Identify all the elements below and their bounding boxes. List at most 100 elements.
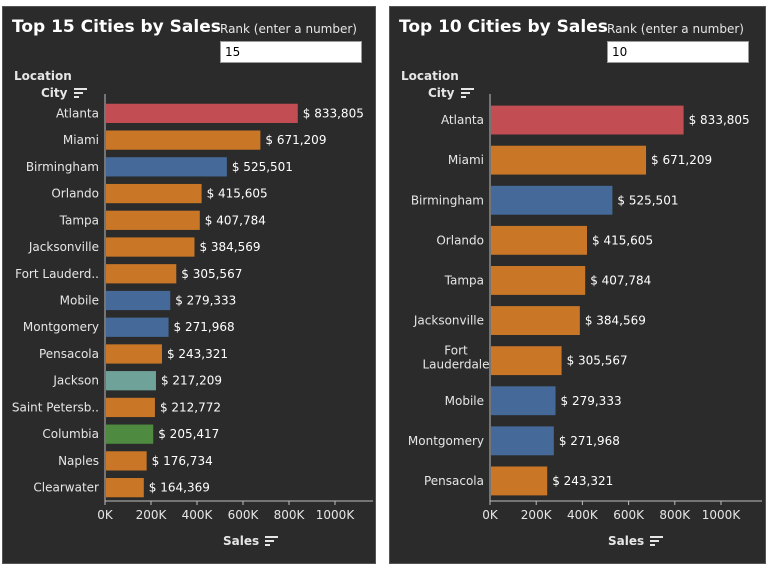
bar (106, 210, 200, 230)
x-tick-label: 800K (659, 508, 691, 522)
data-label: $ 271,968 (174, 320, 235, 334)
data-label: $ 525,501 (617, 193, 678, 207)
category-label: Jackson (52, 374, 99, 388)
category-label: Mobile (445, 394, 484, 408)
sort-icon[interactable] (73, 88, 87, 99)
bar (106, 371, 156, 391)
row-header-city-label: City (41, 86, 68, 100)
sort-icon[interactable] (650, 536, 664, 547)
chart-panel-top15: Top 15 Cities by Sales Rank (enter a num… (2, 6, 376, 564)
category-label: Pensacola (424, 474, 484, 488)
data-label: $ 176,734 (152, 454, 213, 468)
bar (491, 105, 684, 135)
chart-title: Top 15 Cities by Sales (12, 17, 221, 37)
bar (106, 317, 169, 337)
data-label: $ 305,567 (181, 267, 242, 281)
category-label: Jacksonville (28, 240, 99, 254)
data-label: $ 407,784 (205, 213, 266, 227)
bar (106, 424, 154, 444)
row-header-city[interactable]: City (41, 86, 87, 100)
data-label: $ 243,321 (167, 347, 228, 361)
x-tick-label: 600K (613, 508, 645, 522)
data-label: $ 212,772 (160, 400, 221, 414)
data-label: $ 279,333 (561, 394, 622, 408)
bar (491, 346, 562, 376)
category-label: Fort Lauderd.. (15, 267, 99, 281)
x-tick-label: 0K (97, 508, 114, 522)
sort-icon[interactable] (265, 536, 279, 547)
category-label: Saint Petersb.. (12, 400, 99, 414)
category-label: Atlanta (56, 106, 99, 120)
data-label: $ 671,209 (265, 133, 326, 147)
data-label: $ 407,784 (590, 273, 651, 287)
row-header-city-label: City (428, 86, 455, 100)
data-label: $ 217,209 (161, 374, 222, 388)
data-label: $ 671,209 (651, 153, 712, 167)
data-label: $ 243,321 (552, 474, 613, 488)
category-label: Pensacola (39, 347, 99, 361)
data-label: $ 271,968 (559, 434, 620, 448)
x-tick-label: 0K (482, 508, 499, 522)
bar (491, 426, 554, 456)
data-label: $ 384,569 (585, 314, 646, 328)
data-label: $ 305,567 (567, 354, 628, 368)
data-label: $ 415,605 (592, 233, 653, 247)
bar (106, 344, 162, 364)
x-axis-title[interactable]: Sales (608, 534, 664, 548)
bar (106, 130, 261, 150)
bar (106, 451, 147, 471)
bar (106, 237, 195, 257)
category-label: Montgomery (23, 320, 99, 334)
category-label: Naples (58, 454, 99, 468)
bar-chart-top15: Atlanta $ 833,805 Miami $ 671,209 Birmingham… (12, 94, 373, 522)
category-label: Jacksonville (413, 314, 484, 328)
category-label: Orlando (436, 233, 484, 247)
x-tick-label: 200K (521, 508, 553, 522)
x-tick-label: 200K (136, 508, 168, 522)
x-tick-label: 400K (567, 508, 599, 522)
bar (491, 466, 548, 496)
x-tick-label: 600K (228, 508, 260, 522)
sort-icon[interactable] (460, 88, 474, 99)
x-axis-title[interactable]: Sales (223, 534, 279, 548)
chart-title: Top 10 Cities by Sales (399, 17, 608, 37)
bar (491, 145, 647, 175)
data-label: $ 525,501 (232, 160, 293, 174)
x-tick-label: 1000K (702, 508, 742, 522)
rank-input[interactable] (607, 41, 749, 63)
bar (106, 183, 202, 204)
rank-parameter-label: Rank (enter a number) (220, 22, 357, 36)
bar (106, 478, 144, 498)
bar (491, 266, 586, 295)
category-label: Fort Lauderdale (422, 344, 489, 372)
row-header-location: Location (401, 69, 459, 83)
category-label: Montgomery (408, 434, 484, 448)
rank-input[interactable] (220, 41, 362, 63)
bar (106, 397, 155, 418)
data-label: $ 384,569 (199, 240, 260, 254)
row-header-location: Location (14, 69, 72, 83)
data-label: $ 279,333 (175, 294, 236, 308)
category-label: Miami (63, 133, 99, 147)
bar (491, 185, 613, 215)
row-header-city[interactable]: City (428, 86, 474, 100)
category-label: Miami (448, 153, 484, 167)
category-label: Columbia (42, 427, 99, 441)
category-label-line: Fort (444, 344, 468, 358)
category-label: Mobile (60, 294, 99, 308)
bar (491, 306, 580, 335)
bar-chart-top10: Atlanta $ 833,805 Miami $ 671,209 Birmingham… (408, 94, 762, 522)
category-label: Birmingham (411, 193, 484, 207)
data-label: $ 415,605 (207, 187, 268, 201)
category-label: Birmingham (26, 160, 99, 174)
bar (491, 386, 556, 416)
x-tick-label: 400K (182, 508, 214, 522)
x-tick-label: 800K (274, 508, 306, 522)
category-label: Atlanta (441, 113, 484, 127)
category-label: Orlando (51, 187, 99, 201)
bar (106, 103, 298, 123)
bar (106, 157, 227, 177)
data-label: $ 205,417 (158, 427, 219, 441)
bar (106, 290, 171, 311)
x-tick-label: 1000K (316, 508, 356, 522)
